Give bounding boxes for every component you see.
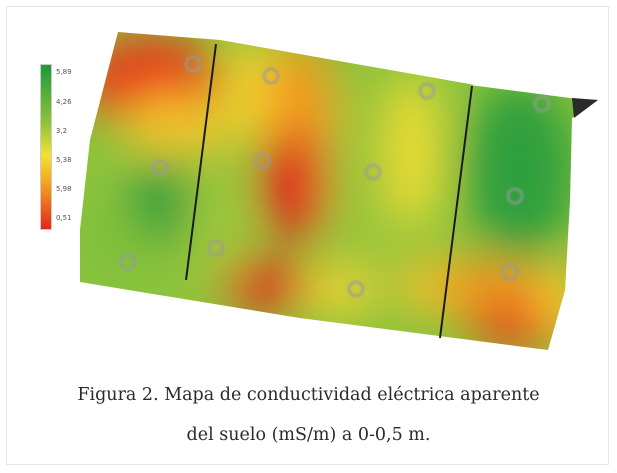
color-legend: 5,89 4,26 3,2 5,38 5,98 0,51 xyxy=(38,62,78,232)
sample-point-marker xyxy=(501,263,519,281)
sample-point-marker xyxy=(119,253,137,271)
sample-point-marker xyxy=(347,280,365,298)
sample-point-marker xyxy=(533,95,551,113)
sample-point-marker xyxy=(184,55,202,73)
sample-point-marker xyxy=(418,82,436,100)
legend-label: 4,26 xyxy=(56,98,72,106)
sample-point-marker xyxy=(506,187,524,205)
sample-point-marker xyxy=(364,163,382,181)
heatmap-surface xyxy=(80,32,598,350)
sample-point-marker xyxy=(151,159,169,177)
sample-point-marker xyxy=(207,239,225,257)
figure-caption-line-2: del suelo (mS/m) a 0-0,5 m. xyxy=(186,425,431,445)
sample-point-marker xyxy=(253,152,271,170)
legend-label: 5,98 xyxy=(56,185,72,193)
map-corner xyxy=(572,98,598,118)
legend-label: 0,51 xyxy=(56,214,72,222)
sample-point-marker xyxy=(262,67,280,85)
legend-color-bar xyxy=(40,64,52,230)
figure-caption-line-1: Figura 2. Mapa de conductividad eléctric… xyxy=(77,385,540,405)
legend-label: 5,38 xyxy=(56,156,72,164)
legend-label: 5,89 xyxy=(56,68,72,76)
legend-label: 3,2 xyxy=(56,127,68,135)
plot-divider-line xyxy=(439,85,473,339)
plot-divider-line xyxy=(185,43,217,281)
